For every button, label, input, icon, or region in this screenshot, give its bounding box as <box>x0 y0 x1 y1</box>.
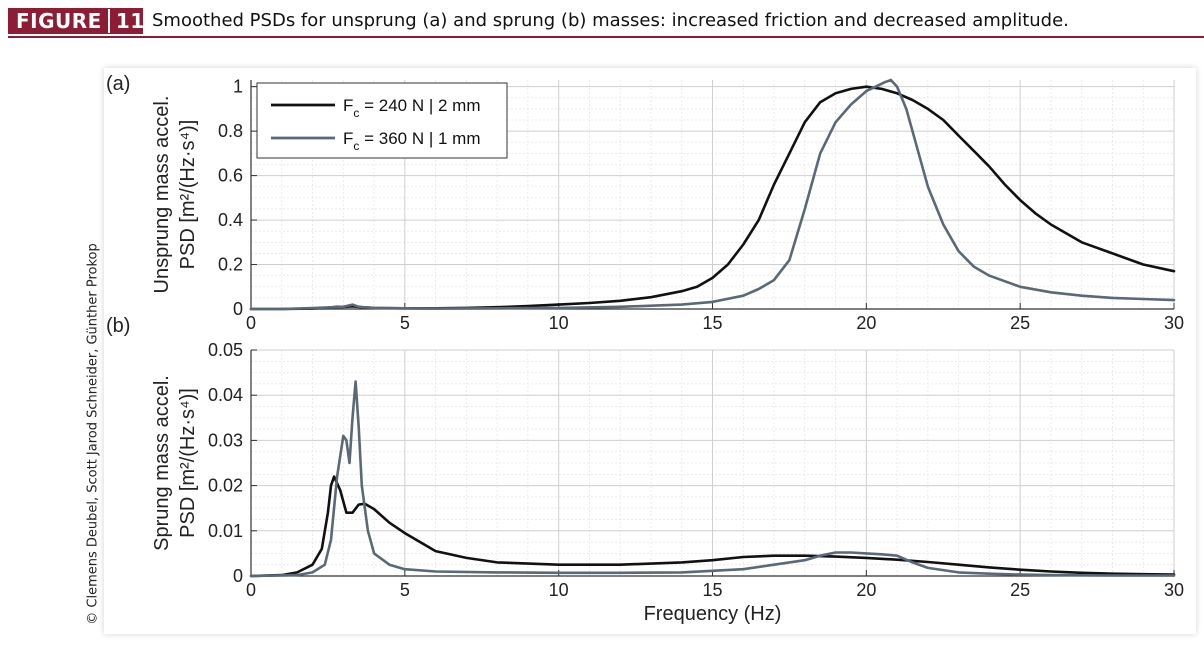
y-tick-label: 0.6 <box>218 166 243 186</box>
figure-caption: Smoothed PSDs for unsprung (a) and sprun… <box>152 10 1069 31</box>
panel-label: (b) <box>106 315 130 337</box>
figure-word: FIGURE <box>16 9 102 33</box>
y-axis-title: Sprung mass accel. PSD [m²/(Hz·s⁴)] <box>151 375 199 551</box>
x-tick-label: 30 <box>1164 580 1184 600</box>
y-axis-title: Unsprung mass accel. PSD [m²/(Hz·s⁴)] <box>151 96 199 294</box>
figure-badge: FIGURE 11 <box>8 8 145 34</box>
y-tick-label: 0.4 <box>218 210 243 230</box>
panel-label: (a) <box>106 73 130 95</box>
y-tick-label: 0 <box>233 566 243 586</box>
y-tick-label: 0.05 <box>208 340 243 360</box>
x-tick-label: 15 <box>702 313 722 333</box>
x-tick-label: 25 <box>1010 313 1030 333</box>
x-axis-title: Frequency (Hz) <box>644 603 782 625</box>
series-line-1 <box>249 475 1176 578</box>
y-tick-label: 0 <box>233 299 243 319</box>
x-tick-label: 5 <box>400 313 410 333</box>
y-tick-label: 0.04 <box>208 385 243 405</box>
legend-label-1: Fc = 240 N | 2 mm <box>343 96 481 120</box>
panel-b: 0 5 10 15 20 25 30 0 0.01 0.02 0.03 0.04 0.05 (b) Spru… <box>106 315 1184 625</box>
x-tick-label: 25 <box>1010 580 1030 600</box>
series-line-2 <box>249 78 1176 311</box>
series-line-2 <box>249 380 1176 578</box>
x-tick-label: 30 <box>1164 313 1184 333</box>
y-tick-label: 0.8 <box>218 121 243 141</box>
x-tick-label: 20 <box>856 580 876 600</box>
photo-credit: © Clemens Deubel, Scott Jarod Schneider,… <box>85 243 101 625</box>
y-tick-label: 0.2 <box>218 255 243 275</box>
x-tick-label: 10 <box>549 580 569 600</box>
y-tick-label: 1 <box>233 77 243 97</box>
x-tick-label: 0 <box>246 580 256 600</box>
x-tick-label: 10 <box>549 313 569 333</box>
x-tick-label: 0 <box>246 313 256 333</box>
figure-panel: 0 5 10 15 20 25 30 0 0.2 0.4 0.6 0.8 1 (a) Unsprung ma… <box>104 68 1196 634</box>
figure-header: FIGURE 11 Smoothed PSDs for unsprung (a)… <box>0 0 1204 38</box>
psd-chart: 0 5 10 15 20 25 30 0 0.2 0.4 0.6 0.8 1 (a) Unsprung ma… <box>106 73 1184 625</box>
y-tick-label: 0.02 <box>208 476 243 496</box>
caption-divider <box>8 36 1204 38</box>
figure-number: 11 <box>107 9 145 33</box>
y-tick-label: 0.01 <box>208 521 243 541</box>
legend-label-2: Fc = 360 N | 1 mm <box>343 129 481 153</box>
x-tick-label: 15 <box>702 580 722 600</box>
y-tick-label: 0.03 <box>208 430 243 450</box>
x-tick-label: 20 <box>856 313 876 333</box>
legend-box <box>256 82 508 159</box>
panel-a: 0 5 10 15 20 25 30 0 0.2 0.4 0.6 0.8 1 (a) Unsprung ma… <box>106 73 1184 333</box>
legend: Fc = 240 N | 2 mm Fc = 360 N | 1 mm <box>256 82 508 159</box>
x-tick-label: 5 <box>400 580 410 600</box>
